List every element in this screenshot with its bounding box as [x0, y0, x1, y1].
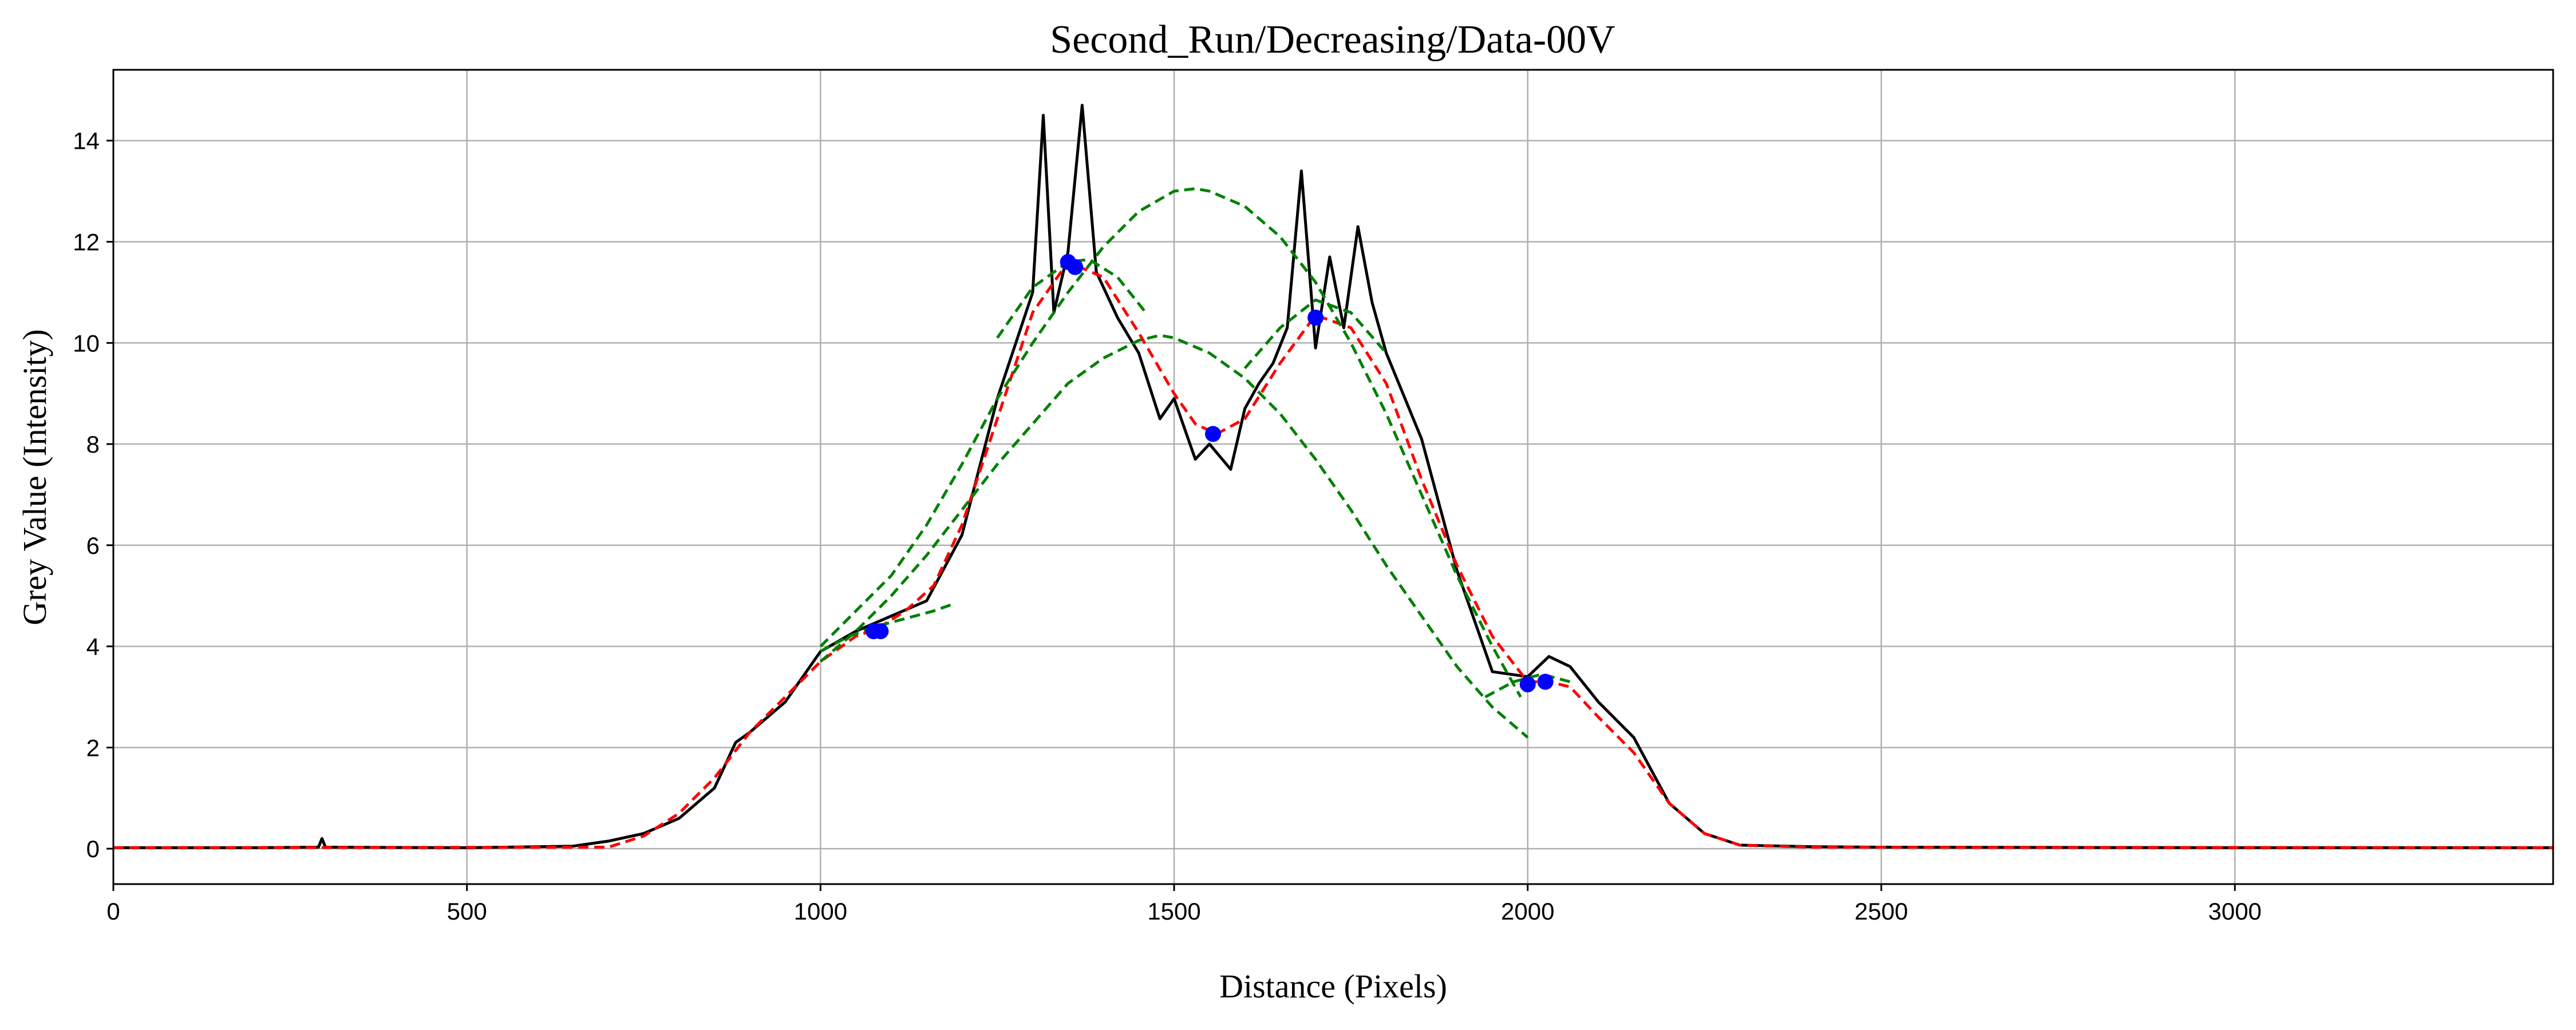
x-tick-label: 2500: [1855, 898, 1908, 925]
peak-marker: [1204, 426, 1221, 442]
y-tick-label: 12: [73, 229, 100, 256]
x-tick-label: 3000: [2208, 898, 2261, 925]
x-tick-label: 0: [106, 898, 120, 925]
x-tick-label: 1000: [794, 898, 847, 925]
series-line-local-peak-fit-d: [1484, 672, 1571, 699]
y-tick-label: 0: [86, 835, 100, 862]
series-line-local-peak-fit-c: [1243, 298, 1388, 370]
x-tick-label: 1500: [1147, 898, 1200, 925]
series-line-smoothed-fit: [113, 260, 2554, 849]
y-tick-label: 14: [73, 128, 100, 154]
peak-marker: [1307, 310, 1324, 326]
chart-title: Second_Run/Decreasing/Data-00V: [1050, 18, 1615, 62]
y-tick-label: 4: [86, 633, 100, 660]
y-axis-label: Grey Value (Intensity): [16, 329, 53, 625]
peak-marker: [1519, 676, 1536, 692]
axis-ticks: 0 500 1000 1500 2000 2500 3000 0 2 4 6 8 10 12 14: [73, 128, 2262, 925]
x-tick-label: 500: [447, 898, 487, 925]
plot-area: [113, 104, 2554, 849]
y-tick-label: 6: [86, 532, 100, 559]
grid: [112, 70, 2553, 884]
series-line-gaussian-fit-1: [819, 187, 1522, 698]
peak-marker: [1067, 259, 1084, 275]
x-axis-label: Distance (Pixels): [1219, 968, 1447, 1005]
x-tick-label: 2000: [1501, 898, 1554, 925]
peak-marker: [1537, 674, 1554, 690]
y-tick-label: 2: [86, 734, 100, 761]
peak-marker: [872, 623, 889, 640]
series-line-gaussian-fit-2: [819, 334, 1529, 739]
axes-frame: [112, 69, 2554, 885]
series-line-grey-value-profile: [113, 104, 2553, 849]
y-tick-label: 8: [86, 431, 100, 458]
y-tick-label: 10: [73, 330, 100, 356]
